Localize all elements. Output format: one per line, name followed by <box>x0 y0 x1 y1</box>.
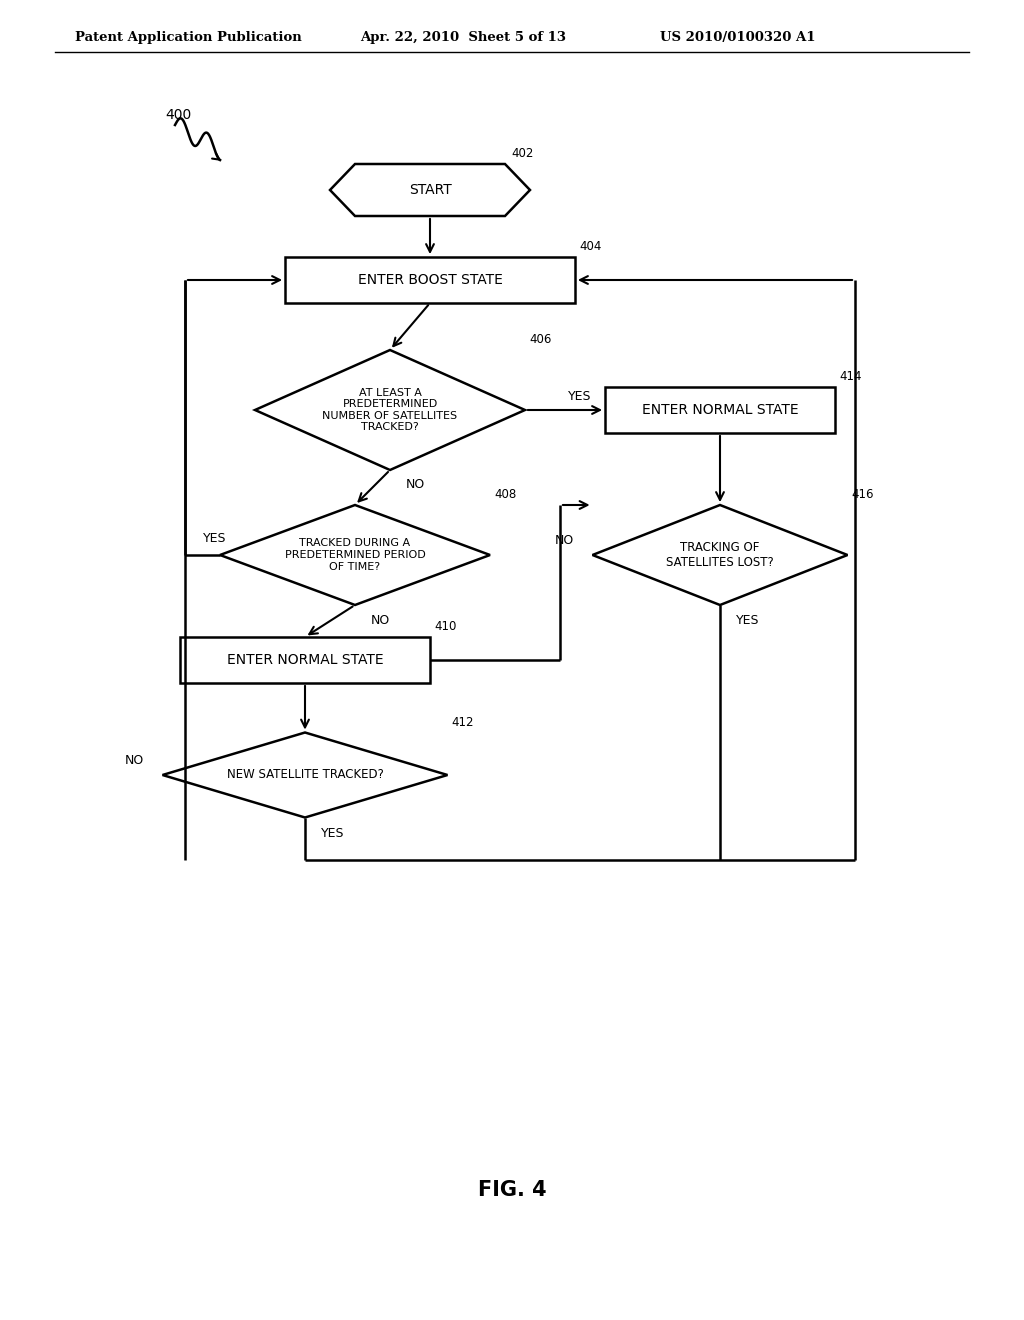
Text: NO: NO <box>125 755 144 767</box>
Text: Apr. 22, 2010  Sheet 5 of 13: Apr. 22, 2010 Sheet 5 of 13 <box>360 30 566 44</box>
Text: TRACKED DURING A
PREDETERMINED PERIOD
OF TIME?: TRACKED DURING A PREDETERMINED PERIOD OF… <box>285 539 425 572</box>
Bar <box>180 638 430 682</box>
Text: 414: 414 <box>839 370 861 383</box>
Text: TRACKING OF
SATELLITES LOST?: TRACKING OF SATELLITES LOST? <box>667 541 774 569</box>
Text: Patent Application Publication: Patent Application Publication <box>75 30 302 44</box>
Text: AT LEAST A
PREDETERMINED
NUMBER OF SATELLITES
TRACKED?: AT LEAST A PREDETERMINED NUMBER OF SATEL… <box>323 388 458 433</box>
Text: 406: 406 <box>529 333 551 346</box>
Text: ENTER NORMAL STATE: ENTER NORMAL STATE <box>226 653 383 667</box>
Text: YES: YES <box>736 615 760 627</box>
Text: NO: NO <box>371 614 390 627</box>
Text: FIG. 4: FIG. 4 <box>477 1180 547 1200</box>
Text: 410: 410 <box>434 620 457 634</box>
Bar <box>605 387 835 433</box>
Text: YES: YES <box>203 532 226 545</box>
Text: NO: NO <box>555 535 574 548</box>
Text: NEW SATELLITE TRACKED?: NEW SATELLITE TRACKED? <box>226 768 383 781</box>
Text: 408: 408 <box>494 488 516 502</box>
Text: NO: NO <box>406 479 425 491</box>
Text: 416: 416 <box>852 488 874 502</box>
Text: 412: 412 <box>452 715 474 729</box>
Text: US 2010/0100320 A1: US 2010/0100320 A1 <box>660 30 815 44</box>
Text: YES: YES <box>321 828 344 840</box>
Text: ENTER NORMAL STATE: ENTER NORMAL STATE <box>642 403 799 417</box>
Text: ENTER BOOST STATE: ENTER BOOST STATE <box>357 273 503 286</box>
Text: YES: YES <box>568 389 592 403</box>
Bar <box>285 257 575 304</box>
Text: 404: 404 <box>579 240 601 253</box>
Text: 400: 400 <box>165 108 191 121</box>
Text: 402: 402 <box>511 147 534 160</box>
Text: START: START <box>409 183 452 197</box>
